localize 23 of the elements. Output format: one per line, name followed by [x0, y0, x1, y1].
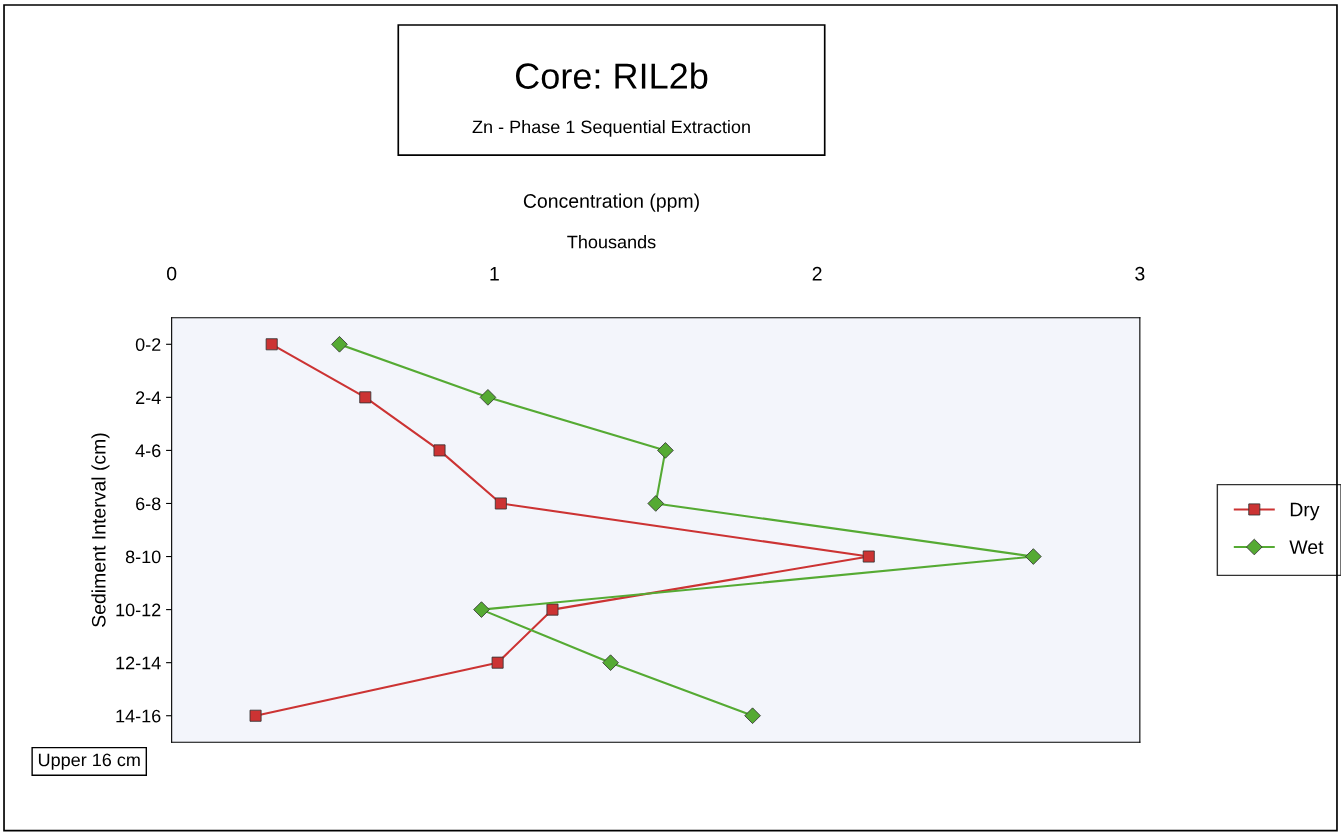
- x-axis-title: Concentration (ppm): [523, 193, 699, 212]
- point: [479, 389, 497, 406]
- y-tick-label: 2-4: [136, 391, 161, 404]
- x-tick-label: 0: [167, 266, 177, 281]
- x-tick-label: 1: [490, 267, 499, 281]
- y-tick-label: 0-2: [135, 338, 161, 352]
- x-tick-label: 3: [1135, 266, 1145, 281]
- y-tick-label: 6-8: [136, 497, 161, 511]
- legend-label: Wet: [1289, 540, 1324, 555]
- y-tick-label: 8-10: [125, 550, 161, 564]
- y-tick-label: 4-6: [135, 444, 161, 458]
- y-tick-label: 14-16: [116, 709, 161, 723]
- y-tick-label: 12-14: [116, 656, 161, 670]
- legend-label: Dry: [1290, 502, 1320, 521]
- chart-title: Core: RIL2b: [515, 62, 708, 89]
- chart-subtitle: Zn - Phase 1 Sequential Extraction: [472, 120, 750, 137]
- point: [331, 336, 348, 353]
- point: [647, 495, 665, 512]
- x-tick-label: 2: [812, 266, 822, 281]
- text: Upper 16 cm: [38, 753, 140, 770]
- y-axis-title: Sediment Interval (cm): [91, 433, 110, 627]
- y-tick-label: 10-12: [116, 603, 161, 617]
- text: Thousands: [567, 235, 656, 249]
